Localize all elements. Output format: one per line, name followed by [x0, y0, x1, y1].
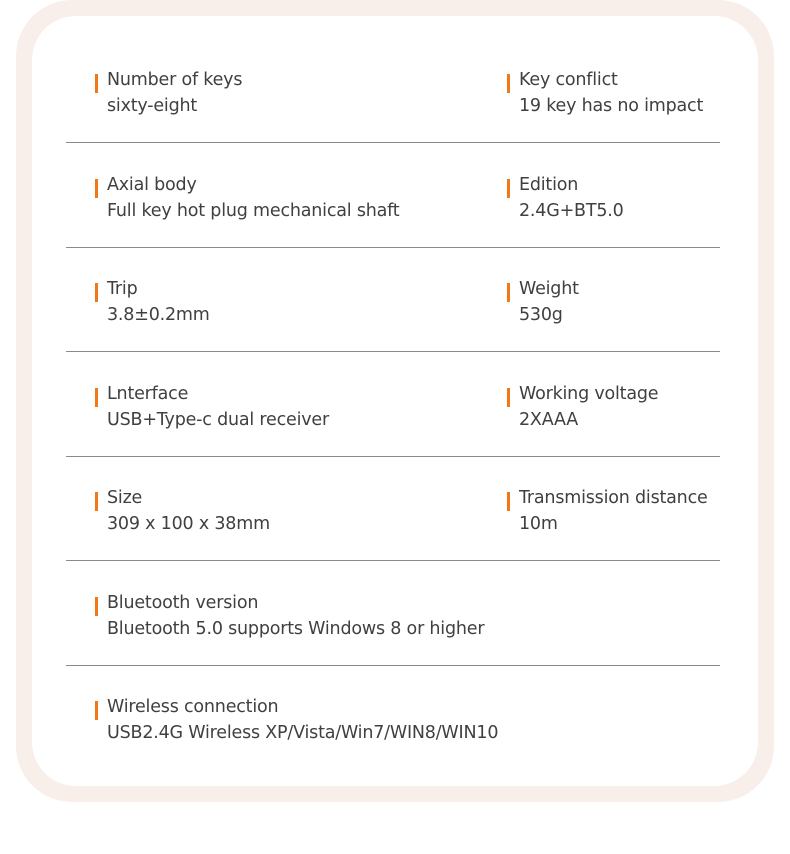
spec-label: Trip: [107, 279, 138, 299]
accent-bar: [95, 492, 98, 511]
accent-bar: [95, 596, 98, 616]
accent-bar: [95, 701, 98, 720]
spec-value: 10m: [519, 514, 558, 534]
spec-label: Key conflict: [519, 70, 618, 90]
spec-row: Bluetooth version Bluetooth 5.0 supports …: [66, 560, 720, 666]
spec-label: Weight: [519, 279, 579, 299]
spec-row: Trip 3.8±0.2mm Weight 530g: [66, 246, 720, 352]
spec-value: sixty-eight: [107, 96, 198, 116]
spec-label: Size: [107, 488, 143, 508]
spec-row: Lnterface USB+Type-c dual receiver Working…: [66, 351, 720, 457]
spec-label: Bluetooth version: [107, 592, 259, 613]
spec-value: 2.4G+BT5.0: [519, 200, 624, 221]
spec-row: Axial body Full key hot plug mechanical s…: [66, 142, 720, 248]
spec-label: Number of keys: [107, 70, 243, 90]
spec-value: USB2.4G Wireless XP/Vista/Win7/WIN8/WIN1…: [107, 723, 499, 743]
accent-bar: [507, 283, 510, 302]
spec-value: 19 key has no impact: [519, 96, 704, 116]
spec-label: Transmission distance: [519, 488, 708, 508]
spec-row: Number of keys sixty-eight Key conflict 19 …: [66, 37, 720, 143]
spec-value: 2XAAA: [519, 409, 579, 430]
spec-value: Full key hot plug mechanical shaft: [107, 200, 400, 221]
spec-row: Wireless connection USB2.4G Wireless XP/V…: [66, 664, 720, 769]
spec-value: Bluetooth 5.0 supports Windows 8 or high…: [107, 618, 485, 639]
spec-row: Size 309 x 100 x 38mm Transmission distanc…: [66, 455, 720, 561]
spec-card: [32, 16, 758, 786]
spec-label: Wireless connection: [107, 697, 279, 717]
accent-bar: [95, 74, 98, 93]
spec-label: Edition: [519, 174, 579, 195]
spec-value: 309 x 100 x 38mm: [107, 514, 270, 534]
accent-bar: [507, 178, 510, 198]
accent-bar: [507, 492, 510, 511]
spec-value: USB+Type-c dual receiver: [107, 409, 329, 430]
spec-value: 3.8±0.2mm: [107, 305, 210, 325]
accent-bar: [95, 387, 98, 407]
spec-label: Lnterface: [107, 383, 189, 404]
accent-bar: [507, 387, 510, 407]
spec-value: 530g: [519, 305, 563, 325]
spec-label: Working voltage: [519, 383, 659, 404]
spec-label: Axial body: [107, 174, 197, 195]
accent-bar: [507, 74, 510, 93]
accent-bar: [95, 283, 98, 302]
accent-bar: [95, 178, 98, 198]
